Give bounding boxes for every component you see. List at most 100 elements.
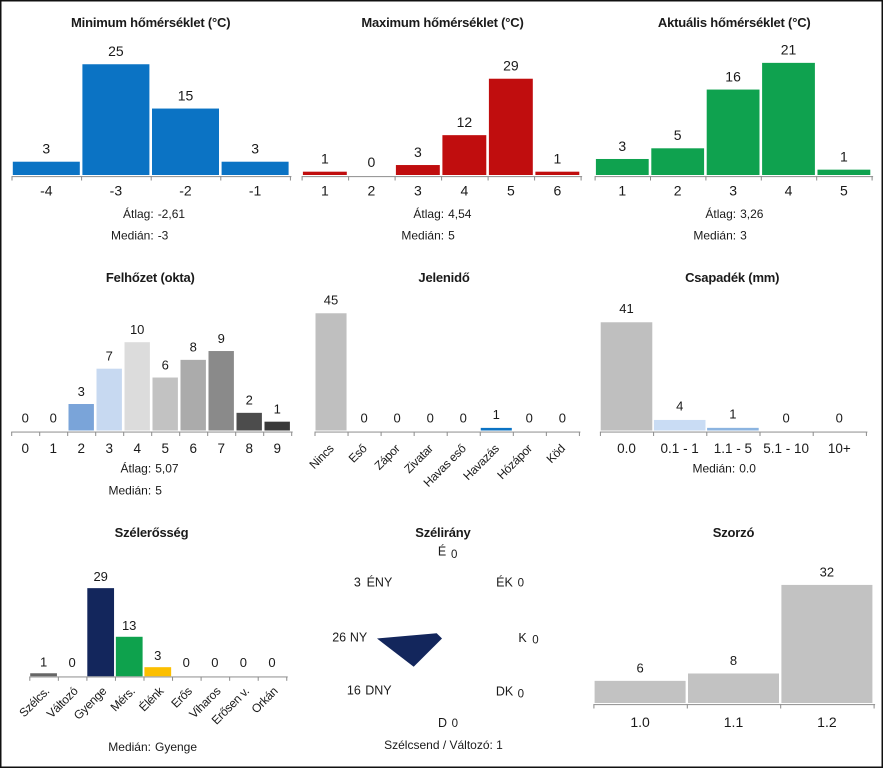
- svg-text:Medián:: Medián:: [693, 229, 736, 243]
- svg-text:Átlag:: Átlag:: [705, 206, 736, 221]
- svg-text:1: 1: [493, 407, 500, 422]
- svg-text:12: 12: [457, 114, 473, 130]
- svg-text:-1: -1: [249, 182, 262, 198]
- svg-text:1.1: 1.1: [724, 714, 744, 730]
- svg-text:4: 4: [676, 398, 683, 413]
- svg-text:-2: -2: [179, 182, 192, 198]
- svg-text:Aktuális hőmérséklet (°C): Aktuális hőmérséklet (°C): [658, 15, 811, 30]
- svg-text:0: 0: [21, 441, 29, 456]
- svg-text:5: 5: [507, 182, 515, 198]
- svg-text:0: 0: [393, 410, 400, 425]
- svg-text:7: 7: [217, 441, 225, 456]
- svg-text:-3: -3: [110, 182, 123, 198]
- svg-text:0: 0: [532, 635, 538, 647]
- svg-text:1: 1: [321, 182, 329, 198]
- svg-text:15: 15: [178, 87, 194, 103]
- svg-text:41: 41: [619, 301, 633, 316]
- svg-text:0: 0: [50, 410, 57, 425]
- svg-text:5,07: 5,07: [155, 461, 179, 475]
- svg-text:29: 29: [93, 569, 107, 584]
- svg-text:0: 0: [518, 689, 524, 701]
- svg-text:0: 0: [559, 410, 566, 425]
- svg-text:16: 16: [347, 684, 361, 698]
- svg-text:Zápor: Zápor: [372, 441, 403, 472]
- svg-text:3: 3: [154, 648, 161, 663]
- svg-text:3: 3: [729, 182, 737, 198]
- svg-text:1: 1: [840, 149, 848, 165]
- svg-text:26: 26: [332, 631, 346, 645]
- svg-text:3: 3: [251, 141, 259, 157]
- svg-text:0: 0: [368, 154, 376, 170]
- svg-text:DNY: DNY: [365, 684, 392, 698]
- svg-text:Medián:: Medián:: [108, 483, 151, 497]
- svg-text:DK: DK: [496, 685, 514, 699]
- svg-text:0.0: 0.0: [739, 462, 756, 476]
- svg-text:Élénk: Élénk: [136, 683, 168, 715]
- svg-text:1: 1: [321, 151, 329, 167]
- svg-text:Jelenidő: Jelenidő: [418, 270, 469, 285]
- svg-text:3: 3: [354, 575, 361, 589]
- svg-text:5: 5: [840, 182, 848, 198]
- svg-text:Szorzó: Szorzó: [713, 525, 755, 540]
- svg-text:0: 0: [211, 655, 218, 670]
- svg-text:1.1 - 5: 1.1 - 5: [714, 441, 752, 456]
- svg-text:4,54: 4,54: [448, 207, 472, 221]
- svg-text:Minimum hőmérséklet (°C): Minimum hőmérséklet (°C): [71, 15, 230, 30]
- svg-text:0: 0: [183, 655, 190, 670]
- svg-text:Nincs: Nincs: [306, 441, 336, 471]
- svg-text:0: 0: [452, 718, 458, 730]
- svg-text:6: 6: [554, 182, 562, 198]
- svg-text:13: 13: [122, 618, 136, 633]
- svg-text:0: 0: [451, 549, 457, 561]
- svg-text:9: 9: [273, 441, 281, 456]
- svg-text:2: 2: [246, 393, 253, 408]
- svg-text:0: 0: [518, 577, 524, 589]
- svg-text:1: 1: [274, 402, 281, 417]
- svg-text:Eső: Eső: [346, 441, 370, 465]
- svg-text:ÉNY: ÉNY: [367, 574, 393, 589]
- svg-text:3: 3: [414, 182, 422, 198]
- svg-text:Mérs.: Mérs.: [108, 684, 138, 714]
- svg-text:8: 8: [190, 340, 197, 355]
- svg-text:0.1 - 1: 0.1 - 1: [661, 441, 699, 456]
- svg-text:Átlag:: Átlag:: [413, 206, 444, 221]
- svg-text:3: 3: [42, 141, 50, 157]
- svg-text:6: 6: [636, 660, 643, 675]
- svg-text:Gyenge: Gyenge: [155, 740, 197, 754]
- svg-text:Hózápor: Hózápor: [494, 441, 535, 482]
- svg-text:D: D: [438, 716, 447, 730]
- svg-text:0: 0: [526, 410, 533, 425]
- svg-text:Medián:: Medián:: [111, 229, 154, 243]
- svg-text:ÉK: ÉK: [496, 574, 513, 589]
- svg-text:Medián:: Medián:: [108, 740, 151, 754]
- svg-text:Orkán: Orkán: [249, 684, 281, 716]
- svg-text:Gyenge: Gyenge: [71, 684, 110, 723]
- svg-text:Havazás: Havazás: [460, 441, 502, 483]
- svg-text:3: 3: [740, 229, 747, 243]
- svg-text:3: 3: [414, 144, 422, 160]
- svg-text:É: É: [438, 544, 446, 559]
- svg-text:1.2: 1.2: [817, 714, 837, 730]
- svg-text:1.0: 1.0: [630, 714, 650, 730]
- svg-text:Maximum hőmérséklet (°C): Maximum hőmérséklet (°C): [361, 15, 523, 30]
- svg-text:Felhőzet (okta): Felhőzet (okta): [106, 270, 195, 285]
- svg-text:45: 45: [324, 292, 338, 307]
- svg-text:0: 0: [836, 410, 843, 425]
- svg-text:3,26: 3,26: [740, 207, 764, 221]
- svg-text:0: 0: [427, 410, 434, 425]
- svg-text:-2,61: -2,61: [158, 207, 186, 221]
- svg-text:K: K: [518, 631, 527, 645]
- svg-text:3: 3: [78, 384, 85, 399]
- svg-text:Köd: Köd: [544, 442, 568, 466]
- svg-text:16: 16: [725, 68, 741, 84]
- svg-text:9: 9: [218, 331, 225, 346]
- svg-text:0: 0: [782, 410, 789, 425]
- svg-text:7: 7: [106, 349, 113, 364]
- svg-text:Átlag:: Átlag:: [121, 460, 152, 475]
- svg-text:0: 0: [68, 655, 75, 670]
- svg-text:NY: NY: [350, 631, 368, 645]
- svg-text:0: 0: [360, 410, 367, 425]
- svg-text:5.1 - 10: 5.1 - 10: [763, 441, 809, 456]
- svg-text:32: 32: [820, 564, 834, 579]
- svg-text:1: 1: [49, 441, 57, 456]
